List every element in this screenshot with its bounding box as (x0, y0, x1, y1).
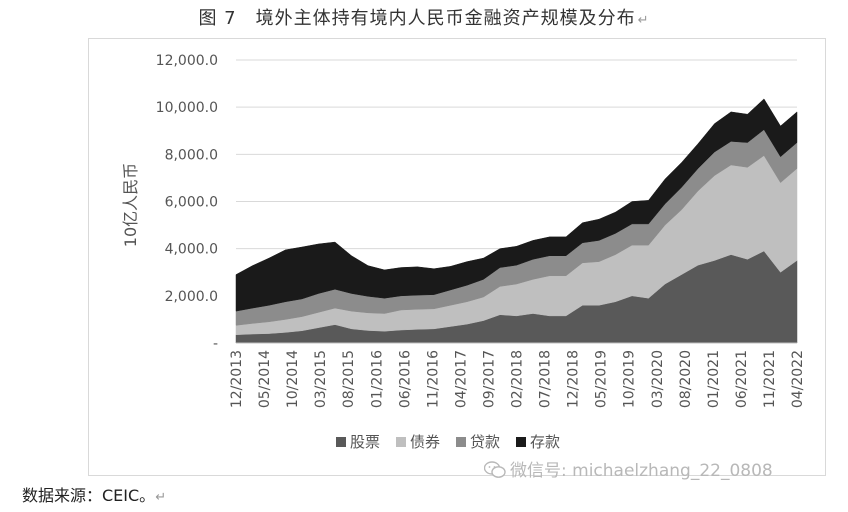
y-tick-label: 8,000.0 (165, 147, 218, 163)
x-tick-label: 05/2014 (257, 350, 273, 408)
legend-swatch-贷款 (456, 437, 466, 447)
x-tick-label: 12/2018 (566, 350, 582, 408)
x-tick-label: 12/2013 (229, 350, 245, 408)
y-tick-label: 2,000.0 (165, 289, 218, 305)
wechat-icon (484, 461, 506, 478)
legend-swatch-存款 (516, 437, 526, 447)
chart-title: 图 7 境外主体持有境内人民币金融资产规模及分布 ↵ (0, 4, 848, 30)
x-tick-label: 08/2020 (678, 350, 694, 408)
x-tick-label: 01/2016 (369, 350, 385, 408)
paragraph-mark-icon: ↵ (637, 13, 650, 28)
y-tick-label: 4,000.0 (165, 242, 218, 258)
x-tick-label: 05/2019 (594, 350, 610, 408)
area-series-存款 (235, 98, 798, 312)
data-source-text: 数据来源：CEIC。 (22, 486, 156, 505)
y-axis-label: 10亿人民币 (121, 163, 140, 247)
legend-label: 债券 (410, 433, 440, 451)
paragraph-mark-icon: ↵ (155, 490, 167, 505)
x-tick-label: 09/2017 (481, 350, 497, 408)
x-tick-label: 06/2021 (734, 350, 750, 408)
x-tick-label: 01/2021 (706, 350, 722, 408)
x-tick-label: 10/2019 (622, 350, 638, 408)
x-tick-label: 03/2020 (650, 350, 666, 408)
x-tick-label: 06/2016 (397, 350, 413, 408)
x-tick-label: 03/2015 (313, 350, 329, 408)
legend-label: 股票 (350, 433, 380, 451)
chart-title-text: 图 7 境外主体持有境内人民币金融资产规模及分布 (198, 8, 636, 29)
legend-label: 存款 (530, 433, 560, 451)
chart-frame (88, 38, 826, 476)
x-tick-label: 11/2021 (762, 350, 778, 408)
y-tick-label: 6,000.0 (165, 195, 218, 211)
x-tick-label: 04/2017 (453, 350, 469, 408)
data-source-note: 数据来源：CEIC。↵ (22, 482, 166, 506)
y-tick-label: - (213, 336, 218, 352)
legend-swatch-股票 (336, 437, 346, 447)
x-tick-label: 10/2014 (285, 350, 301, 408)
watermark-text: 微信号: michaelzhang_22_0808 (510, 461, 773, 481)
y-tick-label: 10,000.0 (156, 100, 218, 116)
x-tick-label: 02/2018 (510, 350, 526, 408)
x-tick-label: 07/2018 (538, 350, 554, 408)
legend-label: 贷款 (470, 433, 500, 451)
wechat-watermark: 微信号: michaelzhang_22_0808 (484, 456, 773, 481)
x-tick-label: 04/2022 (790, 350, 806, 408)
legend-swatch-债券 (396, 437, 406, 447)
x-tick-label: 08/2015 (341, 350, 357, 408)
x-tick-label: 11/2016 (425, 350, 441, 408)
y-tick-label: 12,000.0 (156, 53, 218, 69)
